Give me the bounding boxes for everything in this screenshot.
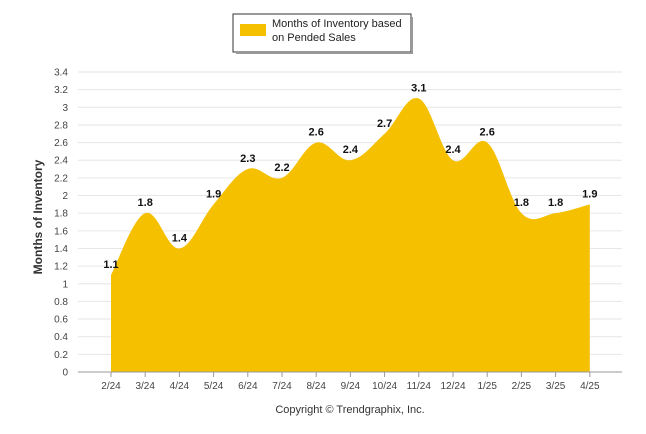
y-tick-label: 0.4 [54, 332, 68, 343]
y-tick-label: 1 [62, 279, 68, 290]
legend-label-line1: Months of Inventory based [272, 18, 402, 30]
y-tick-label: 2.8 [54, 120, 68, 131]
y-tick-label: 1.4 [54, 244, 68, 255]
x-tick-label: 4/25 [580, 381, 600, 392]
y-tick-label: 0 [62, 368, 68, 379]
y-axis-ticks: 0 0.2 0.4 0.6 0.8 1 1.2 1.4 1.6 1.8 2 2.2 2.4 2.6 2.8 3… [54, 68, 68, 379]
y-tick-label: 3 [62, 103, 68, 114]
data-label: 1.4 [172, 232, 188, 244]
data-label: 1.1 [103, 259, 118, 271]
legend-shadow-bottom [236, 52, 413, 54]
x-tick-label: 4/24 [170, 381, 190, 392]
legend-swatch [240, 24, 266, 36]
legend-shadow-right [411, 17, 413, 54]
x-tick-label: 9/24 [341, 381, 361, 392]
x-tick-label: 3/25 [546, 381, 566, 392]
y-tick-label: 1.2 [54, 262, 68, 273]
data-label: 2.4 [343, 144, 359, 156]
area-fill [111, 97, 590, 372]
x-tick-label: 7/24 [272, 381, 292, 392]
x-tick-label: 2/25 [512, 381, 532, 392]
data-label: 2.2 [274, 162, 289, 174]
x-axis-ticks: 2/24 3/24 4/24 5/24 6/24 7/24 8/24 9/24 10/24 11/… [101, 372, 600, 392]
y-tick-label: 2.6 [54, 138, 68, 149]
data-label: 1.9 [206, 188, 221, 200]
y-tick-label: 1.6 [54, 226, 68, 237]
data-label: 1.9 [582, 188, 597, 200]
y-tick-label: 0.8 [54, 297, 68, 308]
copyright-text: Copyright © Trendgraphix, Inc. [275, 404, 424, 416]
data-label: 1.8 [514, 197, 529, 209]
legend-label-line2: on Pended Sales [272, 32, 356, 44]
x-tick-label: 8/24 [306, 381, 326, 392]
data-labels: 1.1 1.8 1.4 1.9 2.3 2.2 2.6 2.4 2.7 3.1 2.4 2.6 1.8 1… [103, 82, 597, 270]
x-tick-label: 11/24 [407, 381, 432, 392]
x-tick-label: 3/24 [135, 381, 155, 392]
y-tick-label: 3.2 [54, 85, 68, 96]
y-tick-label: 0.2 [54, 350, 68, 361]
legend[interactable]: Months of Inventory based on Pended Sale… [232, 13, 413, 54]
x-tick-label: 2/24 [101, 381, 121, 392]
data-label: 2.6 [309, 127, 324, 139]
data-label: 2.7 [377, 118, 392, 130]
x-tick-label: 5/24 [204, 381, 224, 392]
data-label: 1.8 [548, 197, 563, 209]
y-tick-label: 3.4 [54, 68, 68, 79]
area-series [111, 97, 590, 372]
x-tick-label: 1/25 [477, 381, 497, 392]
y-axis-label: Months of Inventory [31, 159, 45, 274]
data-label: 2.4 [445, 144, 461, 156]
data-label: 2.6 [480, 127, 495, 139]
y-tick-label: 2 [62, 191, 68, 202]
y-tick-label: 0.6 [54, 315, 68, 326]
y-tick-label: 2.2 [54, 173, 68, 184]
x-tick-label: 10/24 [372, 381, 397, 392]
x-tick-label: 12/24 [440, 381, 465, 392]
data-label: 2.3 [240, 153, 255, 165]
data-label: 1.8 [138, 197, 153, 209]
x-tick-label: 6/24 [238, 381, 258, 392]
y-tick-label: 2.4 [54, 156, 68, 167]
y-tick-label: 1.8 [54, 209, 68, 220]
data-label: 3.1 [411, 82, 426, 94]
